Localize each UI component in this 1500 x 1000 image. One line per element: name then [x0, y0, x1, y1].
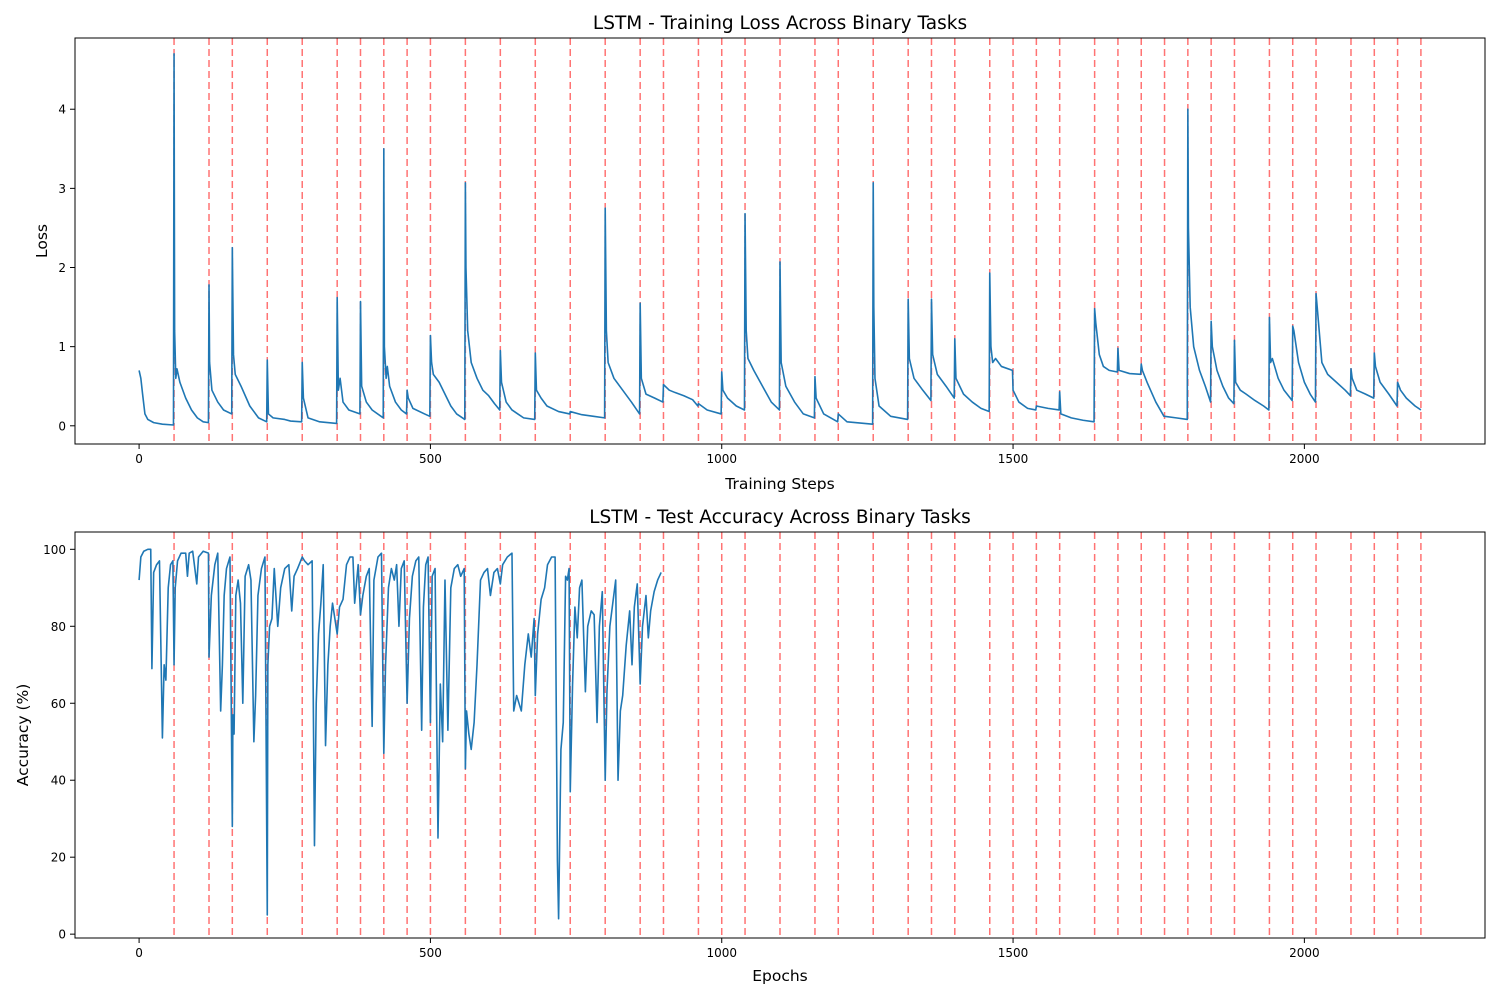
accuracy-y-axis-label: Accuracy (%): [14, 684, 32, 787]
loss-x-tick-label: 500: [419, 452, 442, 466]
accuracy-x-axis-ticks: 0 500 1000 1500 2000: [135, 938, 1320, 960]
loss-y-tick-label: 2: [58, 261, 66, 275]
loss-x-tick-label: 1500: [998, 452, 1029, 466]
accuracy-x-axis-label: Epochs: [752, 967, 808, 985]
loss-y-axis-label: Loss: [33, 224, 51, 258]
accuracy-y-tick-label: 80: [51, 620, 66, 634]
accuracy-plot-frame: [74, 531, 1486, 939]
accuracy-y-tick-label: 60: [51, 697, 66, 711]
accuracy-y-tick-label: 20: [51, 851, 66, 865]
loss-chart: LSTM - Training Loss Across Binary Tasks…: [33, 13, 1486, 493]
accuracy-x-tick-label: 500: [419, 946, 442, 960]
loss-x-axis-label: Training Steps: [724, 475, 834, 493]
loss-series-line: [138, 53, 1422, 426]
loss-x-tick-label: 2000: [1289, 452, 1320, 466]
loss-y-tick-label: 4: [58, 103, 66, 117]
loss-x-tick-label: 0: [135, 452, 143, 466]
loss-plot-frame: [74, 37, 1486, 445]
accuracy-y-tick-label: 100: [43, 543, 66, 557]
accuracy-y-axis-ticks: 0 20 40 60 80 100: [43, 543, 75, 942]
accuracy-x-tick-label: 0: [135, 946, 143, 960]
accuracy-chart: LSTM - Test Accuracy Across Binary Tasks…: [14, 507, 1486, 985]
loss-chart-title: LSTM - Training Loss Across Binary Tasks: [593, 13, 967, 34]
accuracy-x-tick-label: 2000: [1289, 946, 1320, 960]
accuracy-y-tick-label: 40: [51, 774, 66, 788]
loss-y-tick-label: 0: [58, 419, 66, 433]
accuracy-x-tick-label: 1000: [706, 946, 737, 960]
accuracy-x-tick-label: 1500: [998, 946, 1029, 960]
loss-x-axis-ticks: 0 500 1000 1500 2000: [135, 444, 1320, 466]
accuracy-chart-title: LSTM - Test Accuracy Across Binary Tasks: [589, 507, 970, 528]
accuracy-y-tick-label: 0: [58, 928, 66, 942]
accuracy-series-line: [138, 548, 662, 920]
loss-y-tick-label: 3: [58, 182, 66, 196]
loss-y-axis-ticks: 0 1 2 3 4: [58, 103, 75, 433]
loss-x-tick-label: 1000: [706, 452, 737, 466]
accuracy-series-path: [138, 548, 662, 920]
loss-series-path: [138, 53, 1422, 426]
loss-y-tick-label: 1: [58, 340, 66, 354]
